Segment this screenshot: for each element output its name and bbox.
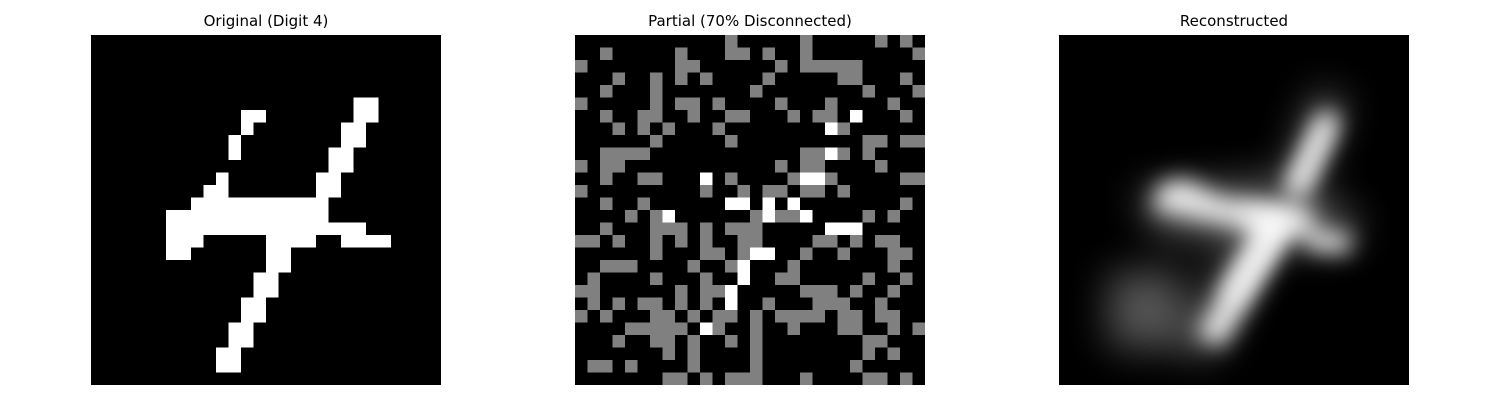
reconstructed-digit-image: [1059, 35, 1409, 385]
original-panel-title: Original (Digit 4): [203, 12, 329, 30]
reconstructed-panel-title: Reconstructed: [1179, 12, 1289, 30]
partial-digit-image: [575, 35, 925, 385]
original-digit-image: [91, 35, 441, 385]
partial-panel-title: Partial (70% Disconnected): [648, 12, 852, 30]
